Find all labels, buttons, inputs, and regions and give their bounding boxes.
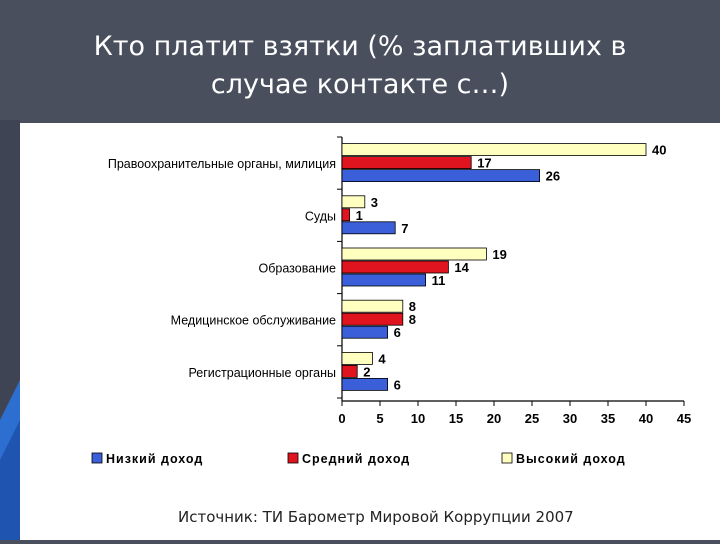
data-label: 17	[477, 156, 491, 171]
data-label: 4	[378, 351, 386, 366]
bar	[341, 156, 472, 169]
chart-panel: 0 5 10 15 20 25 30 35 40 45 Правоохранительные орг…	[20, 123, 720, 540]
x-tick-label: 5	[376, 411, 383, 426]
title-line-1: Кто платит взятки (% заплативших в	[93, 31, 627, 62]
category-label: Образование	[259, 262, 337, 276]
data-label: 40	[652, 143, 666, 158]
slide-title: Кто платит взятки (% заплативших в случа…	[0, 28, 720, 104]
bar	[341, 143, 647, 157]
data-label: 6	[394, 325, 401, 340]
data-label: 3	[371, 195, 378, 210]
category-label: Правоохранительные органы, милиция	[108, 157, 336, 171]
bar-chart: 0 5 10 15 20 25 30 35 40 45 Правоохранительные орг…	[91, 136, 691, 466]
bar	[341, 325, 388, 339]
data-label: 26	[546, 169, 560, 184]
data-label: 6	[394, 377, 401, 392]
x-tick-label: 40	[639, 411, 653, 426]
legend-swatch	[501, 452, 513, 464]
data-label: 19	[492, 247, 506, 262]
data-label: 8	[409, 299, 416, 314]
x-tick-label: 35	[601, 411, 615, 426]
category-label: Суды	[305, 209, 336, 223]
x-tick-label: 0	[338, 411, 345, 426]
category-label: Медицинское обслуживание	[171, 314, 336, 328]
x-tick-label: 20	[487, 411, 501, 426]
x-tick-label: 15	[449, 411, 463, 426]
legend-label: Средний доход	[302, 452, 410, 466]
data-label: 2	[363, 364, 370, 379]
bar	[341, 273, 426, 287]
bar	[341, 312, 404, 326]
legend-label: Высокий доход	[516, 452, 626, 466]
data-label: 11	[432, 273, 446, 288]
bar	[341, 247, 487, 261]
bar	[341, 260, 449, 274]
legend-swatch	[91, 452, 103, 464]
x-tick-label: 25	[525, 411, 539, 426]
data-label: 8	[409, 312, 416, 327]
data-label: 7	[401, 221, 408, 236]
bar	[341, 169, 541, 182]
legend-swatch	[287, 452, 299, 464]
bar	[341, 195, 366, 209]
x-tick-label: 10	[411, 411, 425, 426]
source-note: Источник: ТИ Барометр Мировой Коррупции …	[178, 508, 574, 526]
bar	[341, 351, 373, 365]
data-label: 14	[454, 260, 469, 275]
bar	[341, 299, 404, 313]
x-tick-label: 30	[563, 411, 577, 426]
data-label: 1	[356, 208, 363, 223]
x-tick-label: 45	[677, 411, 691, 426]
bar	[341, 364, 358, 378]
legend-label: Низкий доход	[106, 452, 203, 466]
title-line-2: случае контакте с…)	[210, 69, 510, 100]
category-label: Регистрационные органы	[189, 366, 337, 380]
decorative-stripe	[0, 120, 20, 540]
bar	[341, 221, 396, 235]
bar	[341, 208, 350, 222]
bar	[341, 377, 388, 391]
